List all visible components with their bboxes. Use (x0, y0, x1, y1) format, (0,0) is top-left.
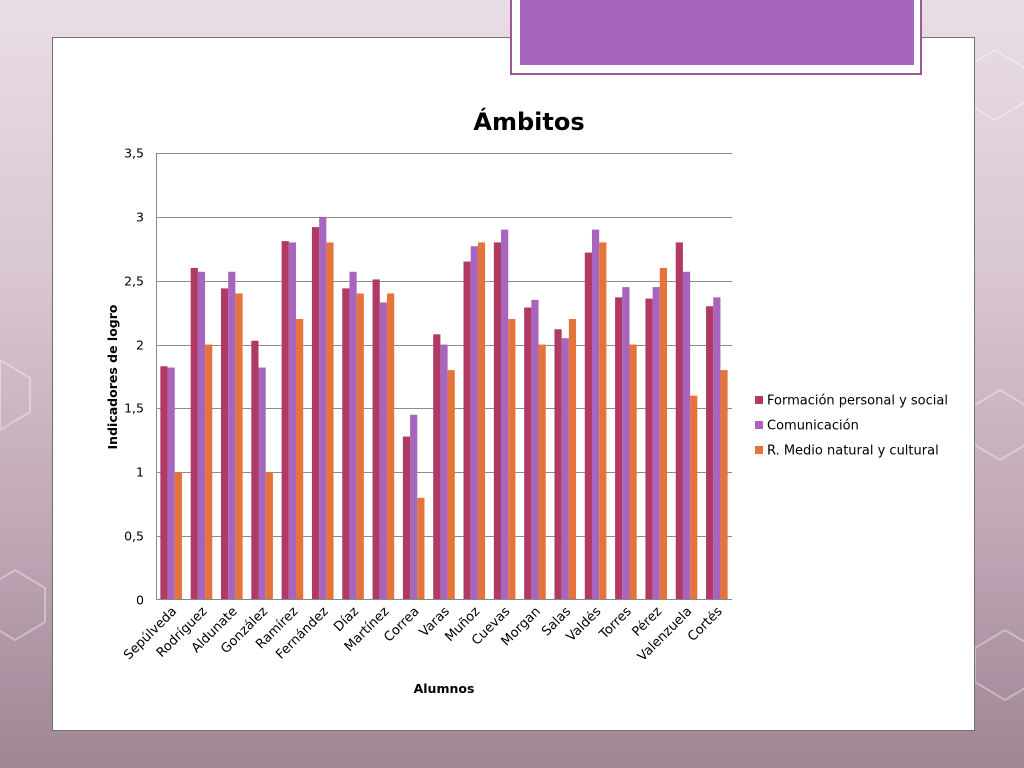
bar (440, 344, 448, 600)
legend-swatch (755, 446, 763, 454)
bar (356, 293, 364, 600)
bar (197, 271, 206, 600)
bar (675, 242, 683, 600)
x-axis-ticks: SepúlvedaRodríguezAldunateGonzálezRamíre… (121, 604, 726, 665)
x-tick-label: Valdés (564, 604, 605, 645)
y-tick-label: 1 (136, 465, 144, 480)
bar (281, 241, 289, 600)
y-tick-label: 2 (136, 338, 144, 353)
chart-title: Ámbitos (473, 107, 584, 136)
bar (463, 261, 471, 600)
bar (629, 344, 637, 600)
bar (410, 414, 418, 600)
bar (220, 288, 229, 600)
legend-swatch (755, 396, 763, 404)
bar (561, 338, 569, 600)
bars (160, 216, 728, 601)
bar (470, 246, 478, 601)
bar (190, 267, 198, 600)
x-tick-label: Cortés (685, 604, 726, 645)
bar (531, 299, 539, 600)
bar (288, 242, 297, 600)
bar (538, 344, 546, 600)
y-axis-title: Indicadores de logro (105, 304, 120, 449)
bar (167, 367, 175, 600)
bar (622, 287, 630, 600)
y-tick-label: 3,5 (124, 146, 144, 161)
bar (326, 242, 334, 600)
y-axis-ticks: 0 0,5 1 1,5 2 2,5 3 3,5 (124, 146, 144, 608)
bar (508, 319, 516, 600)
bar (402, 436, 411, 600)
bar (645, 298, 653, 600)
bar (720, 370, 728, 600)
bar (372, 279, 380, 600)
y-tick-label: 3 (136, 210, 144, 225)
bar (584, 252, 592, 600)
bar (417, 497, 425, 600)
bar (477, 242, 486, 600)
bar (599, 242, 607, 600)
bar (258, 367, 266, 600)
bar (682, 271, 691, 600)
bar (311, 227, 320, 600)
bar (713, 297, 721, 600)
bar (251, 340, 259, 600)
legend-swatch (755, 421, 763, 429)
legend: Formación personal y social Comunicación R… (755, 394, 948, 459)
bar (524, 307, 532, 600)
bar (447, 370, 455, 600)
y-tick-label: 2,5 (124, 274, 144, 289)
bar (205, 344, 213, 600)
legend-label: Formación personal y social (767, 394, 948, 409)
bar (296, 319, 304, 600)
bar (342, 288, 350, 600)
y-tick-label: 1,5 (124, 401, 144, 416)
bar (652, 287, 660, 600)
y-tick-label: 0 (136, 593, 144, 608)
bar (228, 271, 236, 600)
bar (349, 271, 357, 600)
bar (174, 472, 182, 600)
legend-label: Comunicación (767, 419, 859, 434)
legend-label: R. Medio natural y cultural (767, 444, 939, 459)
bar (615, 297, 623, 600)
bar (160, 366, 168, 600)
bar (265, 472, 273, 600)
x-axis-title: Alumnos (414, 681, 475, 696)
bar (493, 242, 502, 600)
y-tick-label: 0,5 (124, 529, 144, 544)
bar (386, 293, 395, 600)
bar (433, 334, 441, 600)
x-tick-label: Torres (596, 604, 635, 643)
bar (706, 306, 714, 600)
bar (319, 216, 327, 601)
title-banner (520, 0, 914, 65)
bar (379, 302, 387, 600)
bar (591, 229, 600, 600)
bar (690, 395, 698, 600)
bar (235, 293, 243, 600)
bar (659, 267, 668, 600)
bar (501, 229, 509, 600)
bar (568, 319, 577, 600)
bar (554, 329, 562, 600)
